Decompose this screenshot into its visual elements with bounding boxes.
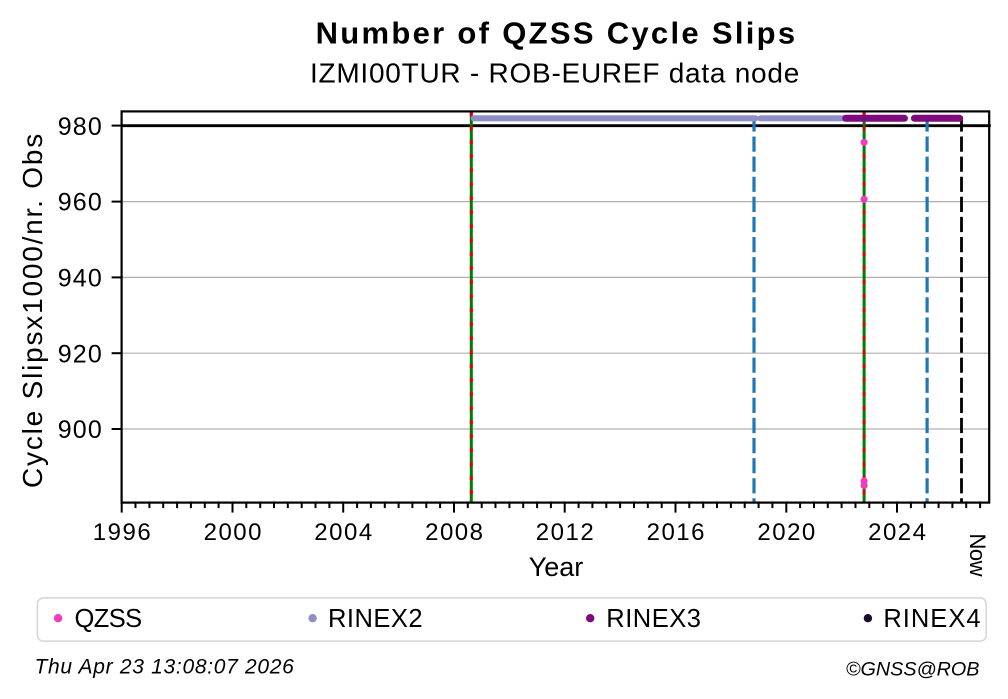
svg-text:1996: 1996 bbox=[93, 519, 152, 546]
svg-text:2016: 2016 bbox=[647, 519, 706, 546]
svg-text:Now: Now bbox=[965, 534, 990, 577]
svg-text:Number of QZSS Cycle Slips: Number of QZSS Cycle Slips bbox=[316, 16, 798, 51]
svg-text:RINEX3: RINEX3 bbox=[606, 605, 701, 633]
svg-text:980: 980 bbox=[58, 113, 103, 141]
svg-text:2000: 2000 bbox=[204, 519, 263, 546]
svg-text:2004: 2004 bbox=[314, 519, 373, 546]
svg-text:2024: 2024 bbox=[868, 519, 927, 546]
svg-text:2008: 2008 bbox=[425, 519, 484, 546]
svg-text:©GNSS@ROB: ©GNSS@ROB bbox=[846, 658, 980, 680]
svg-text:960: 960 bbox=[58, 189, 103, 217]
svg-text:900: 900 bbox=[58, 416, 103, 444]
svg-text:940: 940 bbox=[58, 265, 103, 293]
svg-text:920: 920 bbox=[58, 340, 103, 368]
svg-text:2020: 2020 bbox=[757, 519, 816, 546]
svg-text:Thu Apr 23 13:08:07 2026: Thu Apr 23 13:08:07 2026 bbox=[35, 655, 295, 678]
svg-text:QZSS: QZSS bbox=[75, 605, 142, 633]
svg-text:2012: 2012 bbox=[536, 519, 595, 546]
svg-text:RINEX2: RINEX2 bbox=[328, 605, 423, 633]
svg-text:IZMI00TUR - ROB-EUREF data nod: IZMI00TUR - ROB-EUREF data node bbox=[310, 58, 800, 89]
svg-text:RINEX4: RINEX4 bbox=[883, 605, 981, 633]
svg-text:Year: Year bbox=[529, 552, 584, 582]
svg-text:Cycle Slipsx1000/nr. Obs: Cycle Slipsx1000/nr. Obs bbox=[17, 132, 48, 488]
